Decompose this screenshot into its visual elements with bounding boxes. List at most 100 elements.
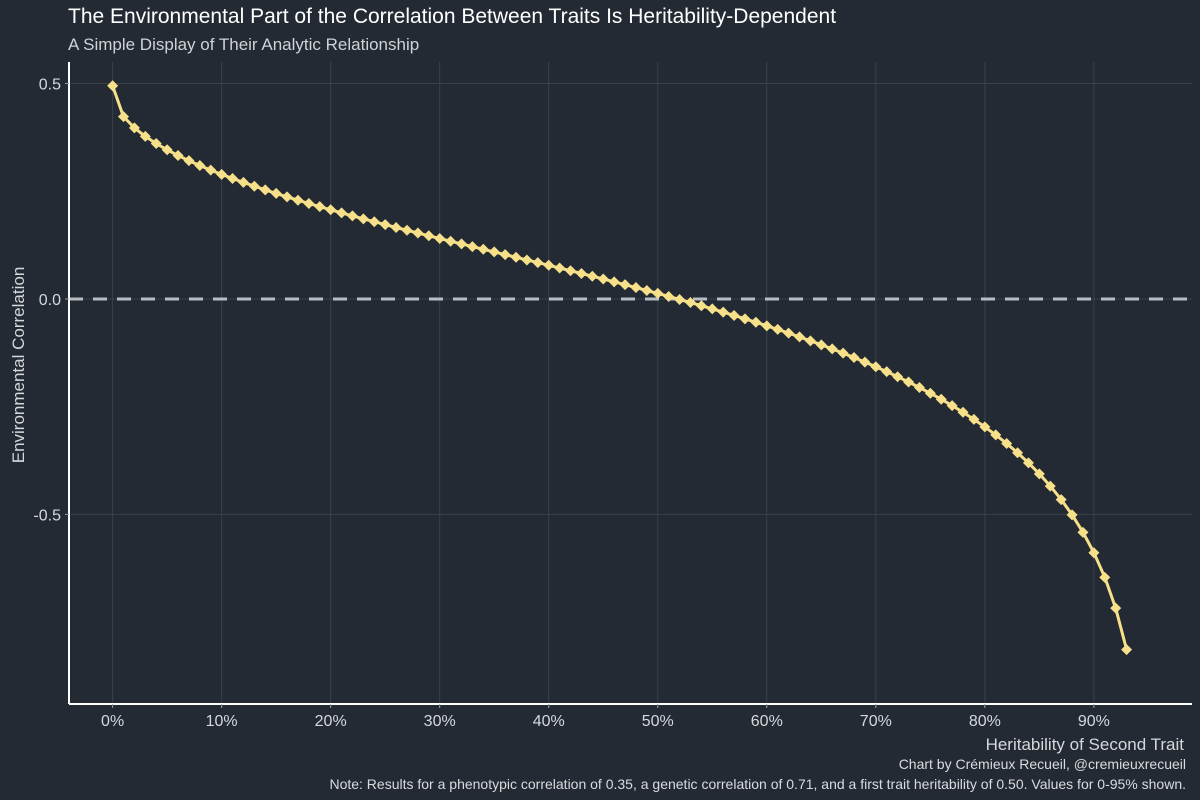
series-points (107, 80, 1133, 656)
data-point (477, 243, 489, 255)
data-point (684, 297, 696, 309)
data-point (194, 159, 206, 171)
data-point (1110, 602, 1122, 614)
x-tick-label: 0% (101, 713, 124, 730)
data-point (303, 197, 315, 209)
data-point (543, 259, 555, 271)
data-point (183, 155, 195, 167)
data-point (1077, 526, 1089, 538)
data-point (139, 130, 151, 142)
data-point (434, 232, 446, 244)
chart-note: Note: Results for a phenotypic correlati… (329, 776, 1186, 792)
data-point (401, 224, 413, 236)
data-point (281, 191, 293, 203)
data-point (597, 273, 609, 285)
data-point (554, 262, 566, 274)
data-point (903, 376, 915, 388)
data-point (706, 303, 718, 315)
x-tick-label: 20% (315, 713, 347, 730)
data-point (521, 254, 533, 266)
data-point (575, 267, 587, 279)
data-point (739, 313, 751, 325)
data-point (357, 213, 369, 225)
data-point (630, 282, 642, 294)
data-point (1033, 468, 1045, 480)
data-point (608, 276, 620, 288)
data-point (445, 235, 457, 247)
x-tick-label: 50% (642, 713, 674, 730)
data-point (793, 331, 805, 343)
chart-title: The Environmental Part of the Correlatio… (68, 5, 837, 28)
data-point (652, 287, 664, 299)
data-point (227, 172, 239, 184)
data-point (815, 339, 827, 351)
data-point (1121, 644, 1133, 656)
data-point (488, 246, 500, 258)
x-tick-labels: 0% 10% 20% 30% 40% 50% 60% 70% 80% 90% (101, 713, 1110, 730)
data-point (107, 80, 119, 92)
data-point (586, 270, 598, 282)
data-point (695, 300, 707, 312)
chart-subtitle: A Simple Display of Their Analytic Relat… (68, 35, 420, 54)
data-point (663, 290, 675, 302)
data-point (270, 187, 282, 199)
data-point (1044, 480, 1056, 492)
data-point (837, 347, 849, 359)
y-tick-labels: 0.5 0.0 -0.5 (33, 77, 61, 525)
y-tick-label: -0.5 (33, 507, 61, 524)
data-point (750, 316, 762, 328)
y-tick-label: 0.0 (39, 292, 61, 309)
data-point (325, 204, 337, 216)
data-point (1066, 509, 1078, 521)
data-point (1099, 571, 1111, 583)
series-line (111, 85, 1129, 650)
data-point (336, 207, 348, 219)
data-point (150, 138, 162, 150)
data-point (881, 366, 893, 378)
data-point (761, 320, 773, 332)
data-point (161, 144, 173, 156)
data-point (1055, 494, 1067, 506)
data-point (783, 327, 795, 339)
data-point (957, 406, 969, 418)
data-point (870, 361, 882, 373)
data-point (237, 176, 249, 188)
x-tick-label: 10% (206, 713, 238, 730)
data-point (946, 400, 958, 412)
data-point (979, 421, 991, 433)
data-point (1088, 547, 1100, 559)
y-axis-title: Environmental Correlation (9, 267, 28, 464)
data-point (248, 180, 260, 192)
data-point (379, 219, 391, 231)
data-point (292, 194, 304, 206)
data-point (423, 230, 435, 242)
data-point (314, 201, 326, 213)
data-point (924, 387, 936, 399)
data-point (205, 164, 217, 176)
data-point (172, 149, 184, 161)
x-tick-label: 60% (751, 713, 783, 730)
data-point (641, 284, 653, 296)
data-point (674, 293, 686, 305)
data-point (466, 241, 478, 253)
data-point (128, 122, 140, 134)
data-point (728, 309, 740, 321)
data-point (804, 335, 816, 347)
data-point (499, 249, 511, 261)
data-point (717, 306, 729, 318)
x-tick-label: 70% (860, 713, 892, 730)
data-point (216, 168, 228, 180)
x-axis-title: Heritability of Second Trait (986, 735, 1185, 754)
data-point (968, 413, 980, 425)
data-point (510, 251, 522, 263)
data-point (1001, 437, 1013, 449)
data-point (1022, 457, 1034, 469)
data-point (259, 184, 271, 196)
data-point (859, 356, 871, 368)
data-point (565, 265, 577, 277)
grid-lines (69, 62, 1192, 704)
data-point (346, 210, 358, 222)
data-point (619, 279, 631, 291)
data-point (532, 257, 544, 269)
